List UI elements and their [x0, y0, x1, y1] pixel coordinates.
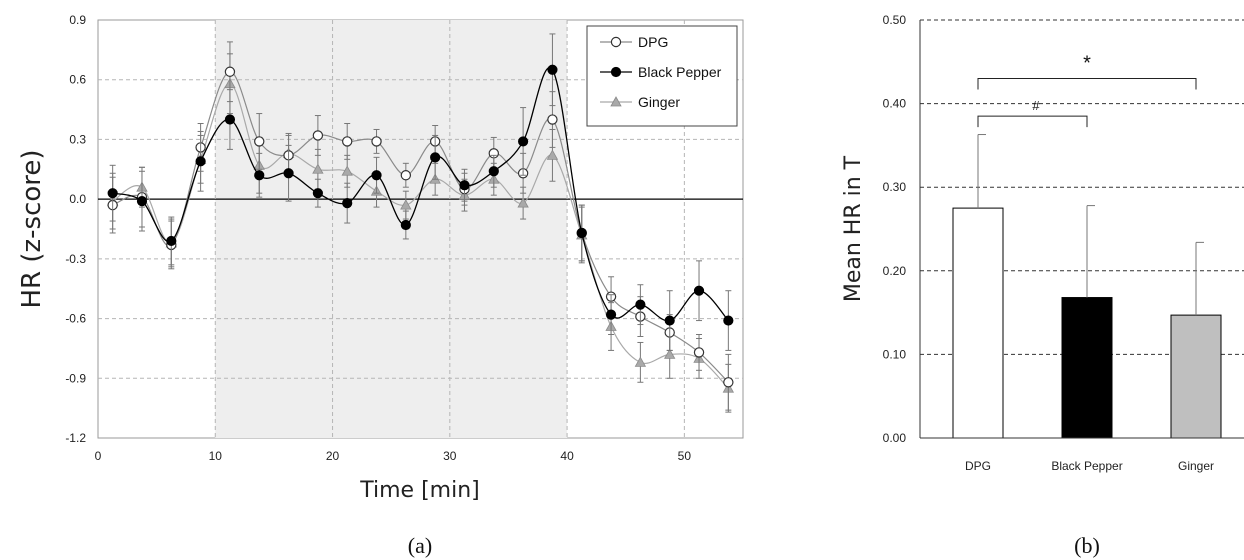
- legend-label: DPG: [638, 34, 668, 50]
- panel-caption: (a): [408, 533, 432, 558]
- y-tick-label: 0.3: [69, 132, 86, 146]
- data-point: [283, 168, 294, 179]
- bar-ginger: [1170, 314, 1222, 439]
- data-point: [693, 347, 705, 358]
- legend-label: Black Pepper: [638, 64, 722, 80]
- data-point: [166, 235, 177, 247]
- data-point: [459, 180, 470, 191]
- data-point: [224, 114, 236, 125]
- series-line: [112, 71, 729, 383]
- data-point: [341, 165, 353, 176]
- y-tick-label: 0.10: [883, 347, 907, 361]
- data-point: [723, 377, 734, 388]
- y-tick-label: 0.00: [883, 431, 907, 445]
- series-line: [112, 83, 729, 389]
- data-point: [312, 130, 324, 141]
- series-line: [112, 66, 729, 322]
- bar-black-pepper: [1061, 297, 1113, 439]
- legend-marker: [610, 66, 622, 78]
- x-category-label: DPG: [965, 459, 991, 473]
- y-tick-label: 0.0: [69, 192, 86, 206]
- data-point: [576, 227, 587, 239]
- bar-dpg: [952, 207, 1004, 439]
- data-point: [664, 315, 675, 326]
- series-black-pepper: [107, 33, 734, 351]
- stimulus-shaded-region: [215, 20, 568, 438]
- y-tick-label: -1.2: [65, 431, 86, 445]
- data-point: [605, 309, 617, 320]
- data-point: [400, 219, 411, 231]
- y-tick-label: 0.20: [883, 264, 907, 278]
- data-point: [107, 188, 118, 199]
- y-axis-label: Mean HR in T: [841, 155, 866, 302]
- data-point: [518, 136, 529, 147]
- data-point: [371, 136, 382, 147]
- data-point: [635, 299, 646, 310]
- legend: DPG Black Pepper Ginger: [586, 25, 738, 127]
- y-tick-label: 0.6: [69, 73, 86, 87]
- data-point: [312, 163, 324, 174]
- x-tick-label: 20: [326, 449, 340, 463]
- data-point: [488, 166, 499, 177]
- data-point: [546, 149, 559, 160]
- data-point: [723, 315, 734, 326]
- y-tick-label: -0.6: [65, 312, 86, 326]
- data-point: [517, 197, 529, 208]
- legend-label: Ginger: [638, 94, 680, 110]
- data-point: [342, 136, 353, 147]
- y-tick-label: 0.50: [883, 13, 907, 27]
- y-tick-label: -0.9: [65, 371, 86, 385]
- data-point: [195, 156, 206, 167]
- y-tick-label: 0.40: [883, 97, 907, 111]
- x-category-label: Ginger: [1178, 459, 1214, 473]
- bar-chart-panel: 0.50 0.40 0.30 0.20 0.10 0.00 DPG Black Pepper…: [841, 13, 1244, 558]
- x-tick-label: 30: [443, 449, 457, 463]
- data-point: [342, 198, 353, 209]
- data-point: [634, 356, 647, 367]
- data-point: [547, 64, 558, 75]
- data-point: [400, 199, 412, 210]
- x-axis-label: Time [min]: [359, 478, 480, 503]
- x-tick-label: 40: [560, 449, 574, 463]
- y-tick-label: 0.30: [883, 180, 907, 194]
- data-point: [254, 136, 265, 147]
- x-category-label: Black Pepper: [1051, 459, 1122, 473]
- significance-bracket: [977, 78, 1197, 90]
- legend-marker: [610, 36, 622, 48]
- data-point: [693, 285, 705, 296]
- significance-marker: #: [1032, 98, 1040, 113]
- y-tick-label: -0.3: [65, 252, 86, 266]
- x-tick-label: 50: [678, 449, 692, 463]
- significance-marker: *: [1083, 53, 1091, 75]
- legend-marker: [610, 96, 622, 107]
- significance-bracket: [977, 115, 1088, 128]
- data-point: [224, 66, 236, 77]
- data-point: [136, 196, 148, 207]
- y-tick-label: 0.9: [69, 13, 86, 27]
- data-point: [547, 114, 558, 125]
- y-axis-label: HR (z-score): [17, 149, 47, 308]
- data-point: [400, 170, 412, 181]
- line-chart-panel: 0.90.60.30.0-0.3-0.6-0.9-1.20 10 20 30 40 50 …: [17, 13, 744, 558]
- x-tick-label: 10: [209, 449, 223, 463]
- data-point: [371, 170, 382, 181]
- x-tick-label: 0: [95, 449, 102, 463]
- panel-caption: (b): [1074, 533, 1100, 558]
- data-point: [664, 348, 676, 359]
- data-point: [312, 188, 323, 199]
- data-point: [430, 152, 441, 163]
- data-point: [254, 170, 265, 181]
